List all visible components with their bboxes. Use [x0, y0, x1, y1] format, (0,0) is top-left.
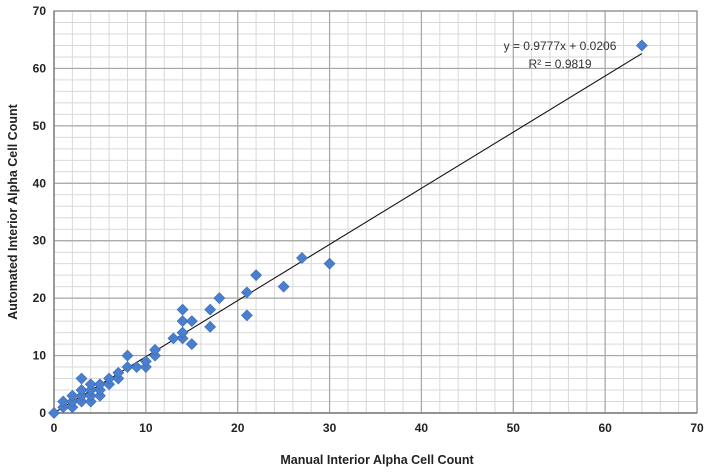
data-point — [130, 361, 143, 373]
data-point — [250, 269, 263, 282]
x-tick-label: 0 — [51, 421, 58, 435]
data-point — [121, 349, 134, 362]
x-tick-label: 30 — [323, 421, 337, 435]
y-tick-label: 0 — [39, 406, 46, 420]
data-point — [121, 361, 134, 373]
plot-frame — [53, 10, 698, 414]
data-point — [213, 292, 226, 305]
data-point — [103, 372, 116, 385]
data-point — [167, 332, 180, 345]
data-point — [75, 372, 88, 385]
data-point — [204, 320, 217, 333]
data-point — [48, 407, 60, 419]
x-tick-label: 40 — [415, 421, 429, 435]
data-point — [185, 338, 198, 351]
y-axis-title: Automated Interior Alpha Cell Count — [6, 103, 20, 319]
data-point — [240, 309, 253, 322]
data-point — [112, 366, 125, 379]
data-point — [149, 343, 161, 356]
data-point — [176, 303, 189, 316]
x-tick-label: 20 — [231, 421, 245, 435]
data-point — [84, 378, 97, 391]
data-point — [204, 303, 217, 316]
data-point — [323, 257, 336, 270]
data-point — [296, 252, 308, 264]
data-point — [635, 39, 648, 52]
minor-gridlines — [53, 10, 698, 414]
data-point — [66, 389, 79, 402]
data-point — [176, 315, 189, 328]
data-point — [240, 286, 253, 299]
y-tick-label: 50 — [33, 119, 47, 133]
y-tick-label: 10 — [33, 349, 47, 363]
data-point — [277, 280, 290, 293]
y-tick-label: 70 — [33, 4, 47, 18]
x-tick-label: 50 — [507, 421, 521, 435]
major-gridlines — [53, 10, 698, 414]
r-squared-label: R² = 0.9819 — [528, 57, 591, 71]
y-tick-label: 60 — [33, 61, 47, 75]
data-point — [75, 384, 88, 396]
x-tick-label: 10 — [139, 421, 153, 435]
y-tick-label: 40 — [33, 176, 47, 190]
data-point — [57, 395, 70, 408]
x-tick-labels: 0 10 20 30 40 50 60 70 — [51, 421, 704, 435]
data-point — [185, 315, 198, 328]
data-point — [94, 378, 106, 391]
y-tick-label: 30 — [33, 234, 47, 248]
trendline-equation: y = 0.9777x + 0.0206 — [504, 39, 617, 53]
data-point — [176, 326, 189, 339]
y-tick-label: 20 — [33, 291, 47, 305]
data-point — [139, 355, 152, 368]
x-tick-label: 70 — [690, 421, 704, 435]
axes — [53, 10, 698, 414]
x-axis-title: Manual Interior Alpha Cell Count — [280, 453, 474, 467]
data-points — [48, 39, 648, 419]
y-tick-labels: 0 10 20 30 40 50 60 70 — [33, 4, 47, 420]
x-tick-label: 60 — [598, 421, 612, 435]
